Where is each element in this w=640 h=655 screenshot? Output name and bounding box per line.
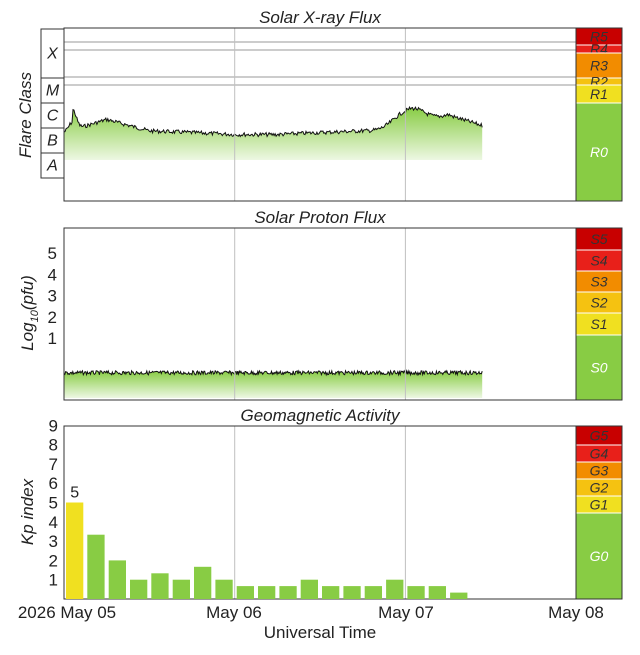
kp-tick-8: 8 [49, 436, 58, 455]
kp-bar [66, 502, 84, 599]
xray-ylabel: Flare Class [16, 72, 35, 158]
kp-tick-9: 9 [49, 416, 58, 435]
x-tick-label: 2026 May 05 [18, 603, 116, 622]
kp-plot: 5 [63, 425, 577, 600]
proton-plot [63, 227, 577, 401]
kp-bar [364, 586, 382, 599]
kp-bar [194, 566, 212, 599]
x-tick-label: May 08 [548, 603, 604, 622]
kp-tick-6: 6 [49, 474, 58, 493]
proton-tick-3: 3 [48, 287, 57, 306]
kp-bar [343, 586, 361, 599]
kp-bar [172, 579, 190, 599]
proton-label-s5: S5 [590, 231, 607, 247]
proton-label-s0: S0 [590, 360, 607, 376]
kp-bar [450, 592, 468, 599]
geomag-label-g2: G2 [590, 480, 609, 496]
kp-bar [151, 573, 169, 599]
kp-bar [300, 579, 318, 599]
flare-class-label-b: B [47, 133, 58, 150]
x-axis-ticks: 2026 May 05 May 06 May 07 May 08 [18, 603, 604, 622]
flare-class-label-m: M [46, 83, 60, 100]
proton-title: Solar Proton Flux [254, 208, 386, 227]
proton-label-s1: S1 [590, 316, 607, 332]
geomag-title: Geomagnetic Activity [240, 406, 401, 425]
proton-tick-1: 1 [48, 329, 57, 348]
kp-bar [108, 560, 126, 599]
geomag-label-g0: G0 [590, 548, 609, 564]
flare-class-label-x: X [46, 46, 59, 63]
proton-label-s4: S4 [590, 253, 607, 269]
xray-background [64, 28, 576, 201]
kp-tick-2: 2 [49, 551, 58, 570]
xray-label-r0: R0 [590, 144, 608, 160]
kp-tick-5: 5 [49, 494, 58, 513]
kp-tick-3: 3 [49, 532, 58, 551]
x-tick-label: May 07 [378, 603, 434, 622]
xray-title: Solar X-ray Flux [259, 8, 381, 27]
proton-label-s2: S2 [590, 295, 607, 311]
proton-flux-line [63, 368, 483, 377]
geomag-label-g1: G1 [590, 497, 609, 513]
xray-flux-line [63, 105, 483, 138]
flare-class-label-a: A [46, 158, 58, 175]
xray-band-r0 [575, 102, 623, 202]
x-axis-label: Universal Time [264, 623, 376, 642]
geomag-scale-frame [575, 425, 623, 600]
xray-label-r5: R5 [590, 29, 608, 45]
kp-bar [236, 586, 254, 599]
kp-bar-value-label: 5 [70, 485, 79, 502]
proton-y-ticks: 5 4 3 2 1 [48, 244, 57, 348]
xray-label-r3: R3 [590, 58, 608, 74]
xray-label-r1: R1 [590, 86, 608, 102]
xray-scale-frame [575, 27, 623, 202]
geomag-label-g5: G5 [590, 428, 609, 444]
flare-class-label-c: C [47, 108, 59, 125]
kp-bar [322, 586, 340, 599]
proton-radiation-storm-scale: S5 S4 S3 S2 S1 S0 [575, 227, 623, 401]
geomag-ylabel: Kp index [18, 478, 37, 545]
kp-bar [428, 586, 446, 599]
kp-bar [258, 586, 276, 599]
xray-plot [63, 27, 577, 202]
kp-tick-4: 4 [49, 513, 58, 532]
proton-tick-2: 2 [48, 308, 57, 327]
proton-label-s3: S3 [590, 274, 607, 290]
geomag-label-g4: G4 [590, 446, 609, 462]
kp-tick-1: 1 [49, 571, 58, 590]
kp-bar [407, 586, 425, 599]
kp-bar [215, 579, 233, 599]
x-tick-label: May 06 [206, 603, 262, 622]
proton-tick-4: 4 [48, 265, 57, 284]
kp-bar [279, 586, 297, 599]
kp-tick-7: 7 [49, 455, 58, 474]
proton-tick-5: 5 [48, 244, 57, 263]
proton-flux-fill [64, 370, 483, 398]
geomag-label-g3: G3 [590, 463, 609, 479]
kp-bar [87, 534, 105, 599]
kp-bar [386, 579, 404, 599]
proton-scale-frame [575, 227, 623, 401]
kp-background [64, 426, 576, 599]
proton-ylabel: Log10(pfu) [18, 275, 41, 351]
kp-bar [130, 579, 148, 599]
